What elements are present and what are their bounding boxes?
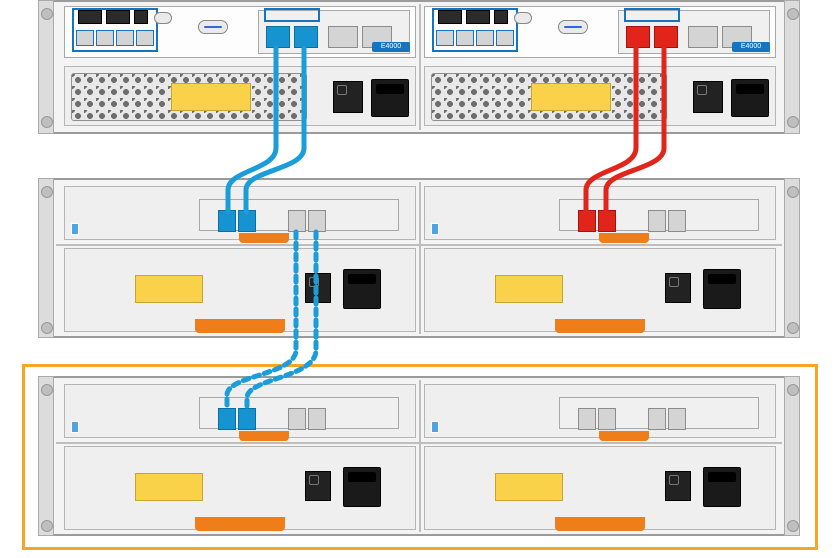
rack-hole [787,8,799,20]
mgmt-port[interactable] [466,10,490,24]
hic-accent [264,8,320,22]
rack-hole [41,322,53,334]
host-port-b1[interactable] [626,26,650,48]
power-switch[interactable] [693,81,723,113]
ident-light [431,223,439,235]
mgmt-port[interactable] [78,10,102,24]
power-inlet[interactable] [343,269,381,309]
iom-port[interactable] [598,210,616,232]
divider [56,244,782,246]
rack-hole [787,186,799,198]
rack-ear-right [784,178,800,338]
shelf1-psu-b [424,248,776,332]
iom-port[interactable] [648,210,666,232]
usb-port[interactable] [154,12,172,24]
warning-label [171,83,251,111]
iom-port[interactable] [668,210,686,232]
rack-hole [41,8,53,20]
usb-port[interactable] [558,20,588,34]
host-port-a3[interactable] [328,26,358,48]
iom-port[interactable] [218,210,236,232]
mgmt-port[interactable] [106,10,130,24]
shelf1-psu-a [64,248,416,332]
power-switch[interactable] [665,273,691,303]
warning-label [495,275,563,303]
power-switch[interactable] [305,273,331,303]
mgmt-port[interactable] [438,10,462,24]
highlight-new-shelf [22,364,818,550]
iom-port[interactable] [288,210,306,232]
ident-light [71,223,79,235]
model-label-a: E4000 [372,42,410,52]
hic-accent [624,8,680,22]
divider [419,182,421,334]
rack-hole [787,116,799,128]
rack-hole [787,322,799,334]
rack-hole [41,116,53,128]
warning-label [135,275,203,303]
warning-label [531,83,611,111]
host-port-a2[interactable] [294,26,318,48]
power-inlet[interactable] [371,79,409,117]
divider [419,4,421,130]
rack-ear-left [38,178,54,338]
handle[interactable] [239,233,289,243]
handle[interactable] [599,233,649,243]
serial-port[interactable] [134,10,148,24]
rack-ear-left [38,0,54,134]
power-inlet[interactable] [703,269,741,309]
host-port-a1[interactable] [266,26,290,48]
iom-port[interactable] [238,210,256,232]
power-inlet[interactable] [731,79,769,117]
handle[interactable] [555,319,645,333]
model-label-b: E4000 [732,42,770,52]
serial-port[interactable] [494,10,508,24]
psu-a [64,66,416,126]
power-switch[interactable] [333,81,363,113]
psu-b [424,66,776,126]
iom-port[interactable] [578,210,596,232]
host-port-b3[interactable] [688,26,718,48]
rack-ear-right [784,0,800,134]
host-port-b2[interactable] [654,26,678,48]
usb-port[interactable] [198,20,228,34]
rack-hole [41,186,53,198]
usb-port[interactable] [514,12,532,24]
handle[interactable] [195,319,285,333]
iom-port[interactable] [308,210,326,232]
